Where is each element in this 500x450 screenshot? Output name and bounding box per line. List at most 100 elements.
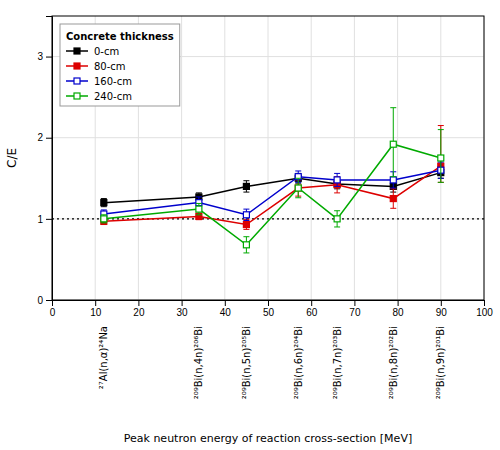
annotation: ²⁰⁹Bi(n,8n)²⁰²Bi (388, 326, 399, 399)
error-bar (196, 203, 202, 214)
error-bar (334, 173, 340, 186)
x-tick-mark (182, 300, 183, 306)
marker (101, 200, 107, 206)
x-tick-mark (311, 300, 312, 306)
x-tick-label: 50 (263, 307, 275, 318)
x-tick: 20 (133, 300, 145, 318)
legend-marker (74, 78, 80, 84)
marker (101, 216, 107, 222)
x-tick-mark (138, 300, 139, 306)
y-tick: 0 (37, 295, 52, 306)
y-tick-label: 0 (37, 295, 43, 306)
annotation: ²⁰⁹Bi(n,6n)²⁰⁴Bi (293, 326, 304, 399)
error-bar (390, 189, 396, 208)
marker (295, 185, 301, 191)
x-tick: 30 (177, 300, 189, 318)
x-tick-label: 100 (476, 307, 493, 318)
annotation: ²⁰⁹Bi(n,7n)²⁰³Bi (332, 326, 343, 399)
x-tick: 60 (306, 300, 318, 318)
legend-label: 240-cm (94, 91, 132, 102)
x-tick-label: 90 (436, 307, 448, 318)
y-axis-line (46, 17, 53, 301)
marker (243, 222, 249, 228)
y-tick-mark (46, 219, 52, 220)
annotation: ²⁰⁹Bi(n,9n)²⁰¹Bi (435, 326, 446, 399)
x-grid-line (224, 16, 225, 300)
y-tick-label: 2 (37, 132, 43, 143)
x-tick-label: 30 (177, 307, 189, 318)
marker (243, 242, 249, 248)
x-tick: 100 (476, 300, 493, 318)
x-tick-label: 20 (133, 307, 145, 318)
marker (438, 155, 444, 161)
y-axis-title: C/E (5, 148, 19, 168)
legend-label: 160-cm (94, 76, 132, 87)
annotation: ²⁰⁹Bi(n,4n)²⁰⁶Bi (193, 326, 204, 399)
series-line (104, 170, 441, 215)
x-tick: 0 (50, 300, 56, 318)
x-grid-line (181, 16, 182, 300)
x-axis: 0 10 20 30 40 50 60 70 80 90 100 (50, 300, 494, 318)
error-bar (295, 178, 301, 197)
error-bar (438, 126, 444, 183)
legend-marker (74, 48, 80, 54)
x-tick-mark (268, 300, 269, 306)
error-bar (101, 199, 107, 207)
x-tick-label: 0 (50, 307, 56, 318)
marker (295, 185, 301, 191)
y-tick-mark (46, 138, 52, 139)
x-tick-mark (95, 300, 96, 306)
error-bar (101, 215, 107, 223)
series (101, 167, 444, 207)
x-tick-label: 70 (349, 307, 361, 318)
x-tick: 40 (220, 300, 232, 318)
legend-label: 80-cm (94, 61, 126, 72)
chart: 01020304050607080901000123²⁷Al(n,α)²⁴Na²… (0, 0, 500, 450)
x-grid-line (397, 16, 398, 300)
legend-marker (74, 93, 80, 99)
marker (334, 177, 340, 183)
y-grid-line (52, 218, 484, 219)
marker (390, 196, 396, 202)
y-tick: 3 (37, 51, 52, 62)
x-grid-line (354, 16, 355, 300)
x-tick: 10 (90, 300, 102, 318)
legend-label: 0-cm (94, 46, 119, 57)
x-tick: 50 (263, 300, 275, 318)
error-bar (334, 211, 340, 227)
x-grid-line (311, 16, 312, 300)
x-tick-label: 80 (393, 307, 405, 318)
series (101, 108, 444, 253)
legend-title: Concrete thickness (66, 31, 174, 42)
marker (390, 141, 396, 147)
legend-item: 240-cm (66, 91, 132, 102)
annotation: ²⁰⁹Bi(n,5n)²⁰⁵Bi (241, 326, 252, 399)
x-tick-label: 40 (220, 307, 232, 318)
error-bar (243, 220, 249, 230)
plot-area (52, 108, 484, 253)
legend-item: 80-cm (66, 61, 126, 72)
marker (390, 177, 396, 183)
legend-item: 0-cm (66, 46, 119, 57)
reference-line (52, 218, 484, 219)
x-tick: 70 (349, 300, 361, 318)
x-tick-mark (398, 300, 399, 306)
error-bar (243, 237, 249, 253)
marker (243, 212, 249, 218)
x-tick-mark (484, 300, 485, 306)
series (101, 162, 444, 220)
series-line (104, 144, 441, 245)
marker (334, 216, 340, 222)
x-tick: 80 (393, 300, 405, 318)
x-tick-label: 10 (90, 307, 102, 318)
marker (196, 206, 202, 212)
x-axis-line (53, 301, 485, 307)
x-tick-label: 60 (306, 307, 318, 318)
x-tick-mark (441, 300, 442, 306)
x-tick: 90 (436, 300, 448, 318)
y-tick-mark (46, 300, 52, 301)
error-bar (243, 181, 249, 192)
y-tick: 1 (37, 214, 52, 225)
x-axis-title: Peak neutron energy of reaction cross-se… (124, 432, 412, 445)
grid (52, 16, 484, 300)
